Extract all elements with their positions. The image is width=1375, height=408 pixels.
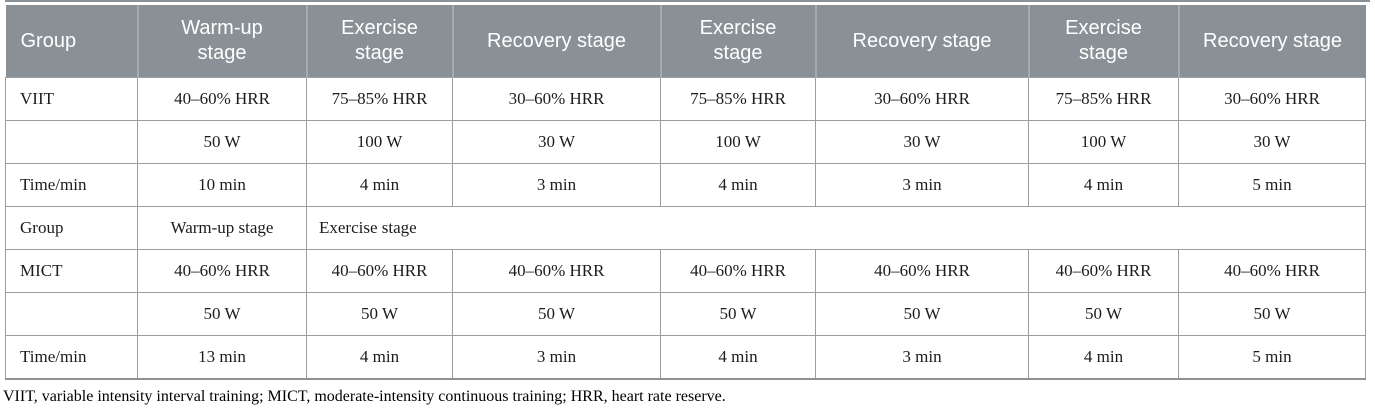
header-cell-exercise-stage-3: Exercise stage bbox=[1027, 5, 1179, 78]
table-header: Group Warm-up stage Exercise stage Recov… bbox=[5, 5, 1366, 78]
header-cell-exercise-stage-2: Exercise stage bbox=[659, 5, 816, 78]
viit-time-cell: 3 min bbox=[815, 163, 1029, 207]
header-cell-group: Group bbox=[5, 5, 138, 78]
viit-hrr-cell: 30–60% HRR bbox=[452, 77, 661, 121]
viit-hrr-cell: 75–85% HRR bbox=[660, 77, 816, 121]
viit-watts-cell: 50 W bbox=[137, 120, 307, 164]
viit-watts-cell: 30 W bbox=[1178, 120, 1366, 164]
table-footnote: VIIT, variable intensity interval traini… bbox=[3, 388, 726, 405]
viit-time-cell: 5 min bbox=[1178, 163, 1366, 207]
viit-watts-cell: 100 W bbox=[1028, 120, 1179, 164]
mict-watts-row: 50 W 50 W 50 W 50 W 50 W 50 W 50 W bbox=[5, 292, 1366, 336]
mict-watts-cell: 50 W bbox=[815, 292, 1029, 336]
mid-header-exercise: Exercise stage bbox=[306, 206, 1366, 250]
mict-hrr-cell: 40–60% HRR bbox=[137, 249, 307, 293]
header-cell-warmup-stage: Warm-up stage bbox=[136, 5, 307, 78]
mict-hrr-cell: 40–60% HRR bbox=[1028, 249, 1179, 293]
viit-hrr-cell: 75–85% HRR bbox=[1028, 77, 1179, 121]
header-cell-recovery-stage-2: Recovery stage bbox=[814, 5, 1029, 78]
viit-time-cell: 4 min bbox=[1028, 163, 1179, 207]
header-cell-recovery-stage-3: Recovery stage bbox=[1177, 5, 1366, 78]
row-label-time: Time/min bbox=[5, 335, 138, 380]
viit-hrr-cell: 30–60% HRR bbox=[815, 77, 1029, 121]
mict-hrr-row: MICT 40–60% HRR 40–60% HRR 40–60% HRR 40… bbox=[5, 249, 1366, 293]
training-protocol-table: Group Warm-up stage Exercise stage Recov… bbox=[5, 5, 1366, 380]
viit-time-cell: 4 min bbox=[660, 163, 816, 207]
row-label-viit: VIIT bbox=[5, 77, 138, 121]
viit-time-cell: 3 min bbox=[452, 163, 661, 207]
viit-time-cell: 4 min bbox=[306, 163, 453, 207]
mict-time-cell: 4 min bbox=[306, 335, 453, 380]
row-label-mict: MICT bbox=[5, 249, 138, 293]
mict-watts-cell: 50 W bbox=[452, 292, 661, 336]
table-top-rule bbox=[5, 0, 1370, 2]
mict-hrr-cell: 40–60% HRR bbox=[1178, 249, 1366, 293]
mict-time-row: Time/min 13 min 4 min 3 min 4 min 3 min … bbox=[5, 335, 1366, 380]
row-label-time: Time/min bbox=[5, 163, 138, 207]
empty-cell bbox=[5, 292, 138, 336]
viit-time-cell: 10 min bbox=[137, 163, 307, 207]
mict-hrr-cell: 40–60% HRR bbox=[660, 249, 816, 293]
header-cell-exercise-stage-1: Exercise stage bbox=[305, 5, 453, 78]
header-cell-recovery-stage-1: Recovery stage bbox=[451, 5, 661, 78]
viit-watts-cell: 100 W bbox=[660, 120, 816, 164]
viit-hrr-row: VIIT 40–60% HRR 75–85% HRR 30–60% HRR 75… bbox=[5, 77, 1366, 121]
mict-watts-cell: 50 W bbox=[1028, 292, 1179, 336]
mict-time-cell: 3 min bbox=[452, 335, 661, 380]
viit-hrr-cell: 30–60% HRR bbox=[1178, 77, 1366, 121]
mict-watts-cell: 50 W bbox=[660, 292, 816, 336]
viit-hrr-cell: 75–85% HRR bbox=[306, 77, 453, 121]
mict-time-cell: 3 min bbox=[815, 335, 1029, 380]
viit-watts-cell: 100 W bbox=[306, 120, 453, 164]
mict-hrr-cell: 40–60% HRR bbox=[452, 249, 661, 293]
mid-header-row: Group Warm-up stage Exercise stage bbox=[5, 206, 1366, 250]
table-body: VIIT 40–60% HRR 75–85% HRR 30–60% HRR 75… bbox=[5, 77, 1366, 380]
mid-header-warmup: Warm-up stage bbox=[137, 206, 307, 250]
empty-cell bbox=[5, 120, 138, 164]
viit-time-row: Time/min 10 min 4 min 3 min 4 min 3 min … bbox=[5, 163, 1366, 207]
viit-watts-row: 50 W 100 W 30 W 100 W 30 W 100 W 30 W bbox=[5, 120, 1366, 164]
mict-watts-cell: 50 W bbox=[1178, 292, 1366, 336]
mict-time-cell: 4 min bbox=[660, 335, 816, 380]
mict-watts-cell: 50 W bbox=[137, 292, 307, 336]
viit-watts-cell: 30 W bbox=[452, 120, 661, 164]
mict-hrr-cell: 40–60% HRR bbox=[815, 249, 1029, 293]
viit-watts-cell: 30 W bbox=[815, 120, 1029, 164]
header-row: Group Warm-up stage Exercise stage Recov… bbox=[5, 5, 1366, 78]
mict-watts-cell: 50 W bbox=[306, 292, 453, 336]
mict-time-cell: 5 min bbox=[1178, 335, 1366, 380]
mict-time-cell: 4 min bbox=[1028, 335, 1179, 380]
mict-hrr-cell: 40–60% HRR bbox=[306, 249, 453, 293]
mict-time-cell: 13 min bbox=[137, 335, 307, 380]
viit-hrr-cell: 40–60% HRR bbox=[137, 77, 307, 121]
mid-header-group: Group bbox=[5, 206, 138, 250]
